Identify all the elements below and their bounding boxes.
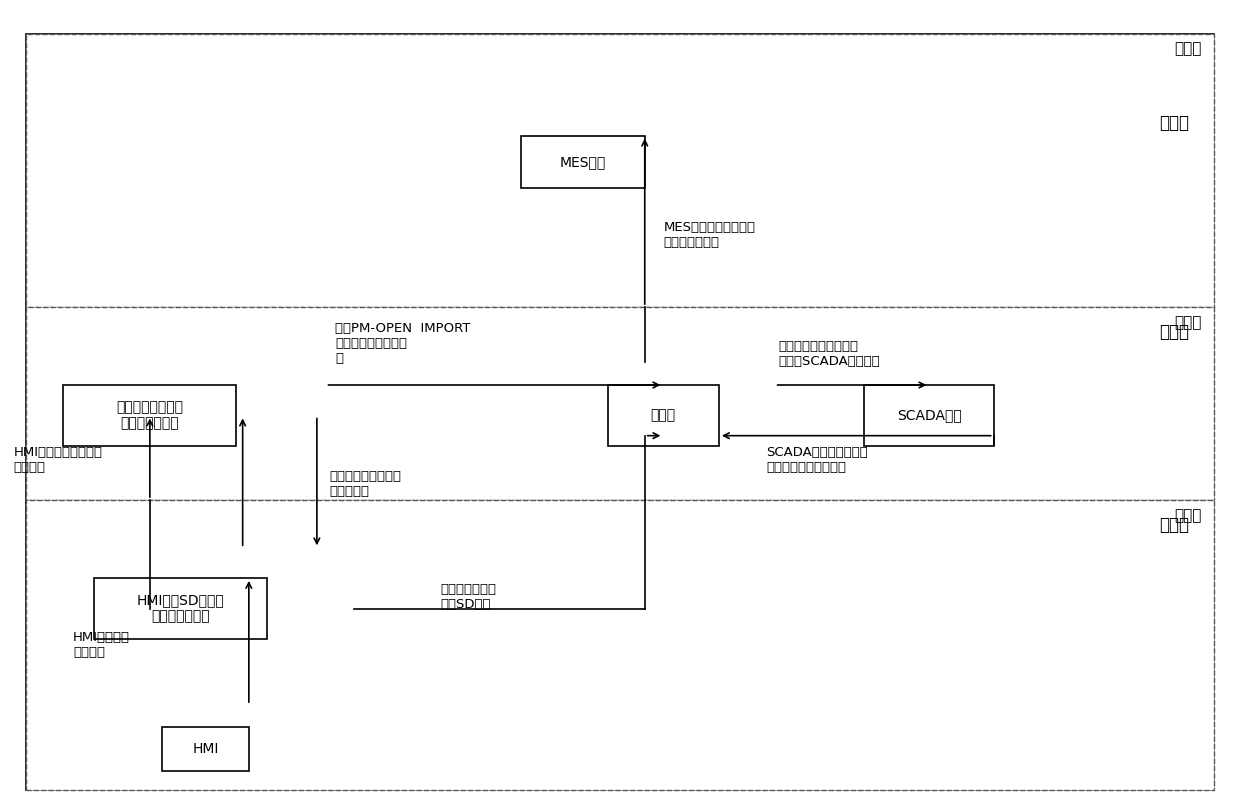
Text: MES系统读取服务器中
的审计追踪数据: MES系统读取服务器中 的审计追踪数据	[663, 220, 755, 249]
Text: SCADA电脑: SCADA电脑	[897, 408, 962, 423]
Bar	[864, 386, 994, 445]
Text: 审计追踪数据将显示到
安装了SCADA的电脑上: 审计追踪数据将显示到 安装了SCADA的电脑上	[779, 340, 880, 368]
Text: HMI产生审计
追踪数据: HMI产生审计 追踪数据	[73, 631, 130, 659]
Bar	[26, 307, 1214, 500]
Bar	[26, 500, 1214, 789]
Text: HMI中的SD卡：存
储审计追踪数据: HMI中的SD卡：存 储审计追踪数据	[136, 593, 224, 624]
Bar	[162, 727, 249, 771]
Text: 管理层: 管理层	[1159, 114, 1189, 132]
Bar	[94, 579, 268, 638]
Text: 数据导出前，缓
存在SD卡中: 数据导出前，缓 存在SD卡中	[440, 583, 496, 611]
Text: 设备层: 设备层	[1174, 508, 1202, 523]
Text: 设备层: 设备层	[1159, 516, 1189, 534]
Text: 使用PM-OPEN  IMPORT
将数据存储到服务器
中: 使用PM-OPEN IMPORT 将数据存储到服务器 中	[336, 322, 471, 365]
Text: 操作层: 操作层	[1174, 315, 1202, 330]
Text: SCADA产生的审计追踪
数据直接存储到服务器: SCADA产生的审计追踪 数据直接存储到服务器	[766, 445, 868, 474]
Text: HMI定时将数据上传到
工程师站: HMI定时将数据上传到 工程师站	[14, 445, 103, 474]
Text: 服务器: 服务器	[651, 408, 676, 423]
Text: HMI: HMI	[192, 742, 218, 756]
Bar	[63, 386, 237, 445]
Bar	[26, 34, 1214, 307]
Text: 工程师站定时将数据
上载到本地: 工程师站定时将数据 上载到本地	[330, 470, 402, 498]
Text: MES系统: MES系统	[559, 155, 606, 169]
Bar	[521, 136, 645, 188]
Text: 操作层: 操作层	[1159, 323, 1189, 341]
Text: 工程师站：临时存
储审计追踪数据: 工程师站：临时存 储审计追踪数据	[117, 400, 184, 431]
Bar	[608, 386, 719, 445]
Text: 管理层: 管理层	[1174, 42, 1202, 56]
